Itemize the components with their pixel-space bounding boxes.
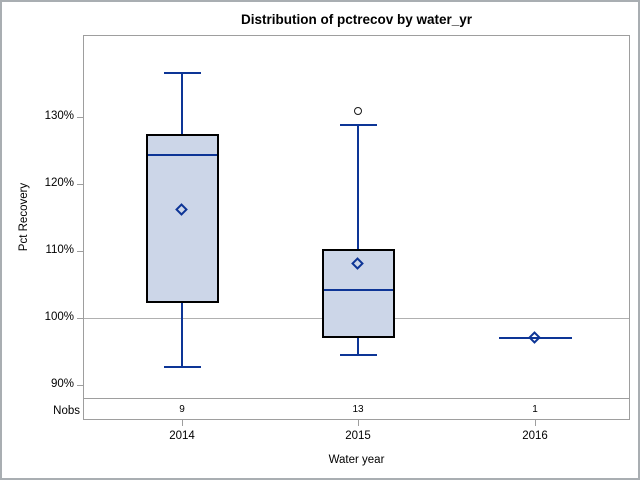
whisker-low-cap-2015 xyxy=(340,354,377,356)
y-tick-label-110: 110% xyxy=(45,244,74,256)
nobs-value-2014: 9 xyxy=(179,404,185,415)
x-axis-title: Water year xyxy=(328,454,385,466)
y-tick-label-90: 90% xyxy=(50,378,74,390)
box-2014 xyxy=(146,134,219,303)
x-tick-label-2015: 2015 xyxy=(345,430,371,442)
y-tick-130 xyxy=(77,117,83,118)
y-tick-110 xyxy=(77,251,83,252)
y-tick-90 xyxy=(77,385,83,386)
x-tick-2014 xyxy=(182,420,183,426)
single-value-line-2016 xyxy=(499,337,572,339)
y-tick-label-130: 130% xyxy=(44,110,74,122)
whisker-low-cap-2014 xyxy=(164,366,201,368)
whisker-high-stem-2014 xyxy=(181,72,183,134)
whisker-high-cap-2015 xyxy=(340,124,377,126)
whisker-high-cap-2014 xyxy=(164,72,201,74)
whisker-low-stem-2014 xyxy=(181,303,183,366)
outlier-point-2015-0 xyxy=(354,107,362,115)
whisker-low-stem-2015 xyxy=(357,338,359,354)
x-tick-2016 xyxy=(535,420,536,426)
y-tick-100 xyxy=(77,318,83,319)
median-line-2014 xyxy=(148,154,217,156)
y-axis-title: Pct Recovery xyxy=(18,182,30,252)
nobs-separator-line xyxy=(84,398,629,399)
y-tick-label-120: 120% xyxy=(44,177,74,189)
median-line-2015 xyxy=(324,289,393,291)
nobs-value-2016: 1 xyxy=(532,404,538,415)
x-tick-label-2014: 2014 xyxy=(169,430,195,442)
mean-marker-2016 xyxy=(528,331,541,344)
y-tick-120 xyxy=(77,184,83,185)
nobs-row-label: Nobs xyxy=(53,405,80,417)
chart-title: Distribution of pctrecov by water_yr xyxy=(240,12,473,27)
y-tick-label-100: 100% xyxy=(44,311,74,323)
x-tick-2015 xyxy=(358,420,359,426)
box-2015 xyxy=(322,249,395,338)
nobs-value-2015: 13 xyxy=(352,404,364,415)
x-tick-label-2016: 2016 xyxy=(522,430,548,442)
whisker-high-stem-2015 xyxy=(357,124,359,249)
plot-panel xyxy=(83,35,630,420)
